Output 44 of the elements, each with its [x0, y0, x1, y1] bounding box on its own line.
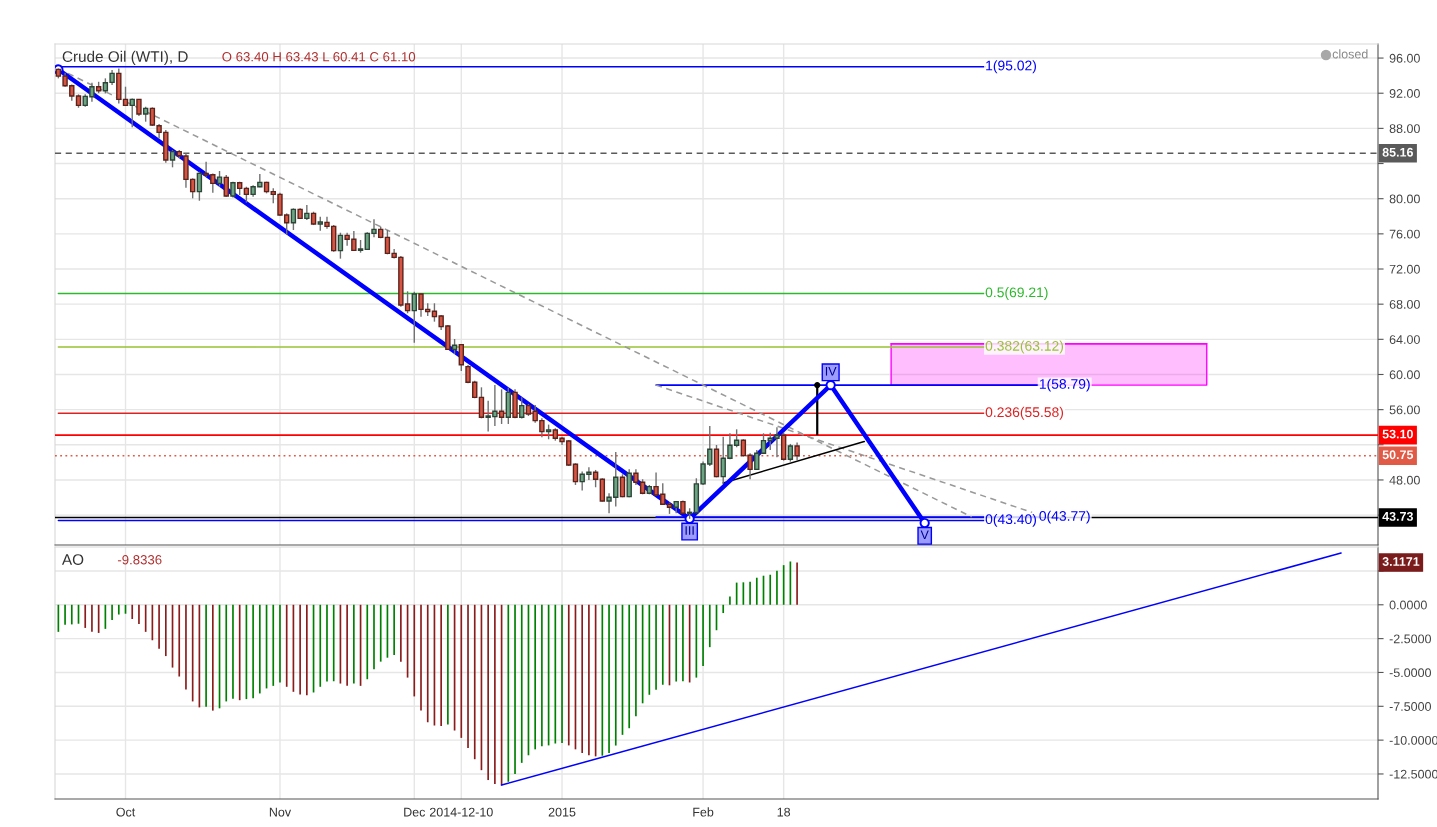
y-tick-label: 92.00 — [1389, 89, 1420, 98]
data-label: V — [920, 530, 929, 540]
series-label: 0(43.40) — [985, 513, 1036, 527]
series-label: 1(58.79) — [1039, 378, 1090, 392]
series-label: 0.5(69.21) — [985, 287, 1048, 300]
data-label: III — [685, 526, 694, 535]
y-tick-label: -5.0000 — [1389, 668, 1432, 678]
x-tick-label: Feb — [693, 807, 714, 817]
y-tick-label: -12.5000 — [1389, 769, 1437, 779]
y-tick-label: -7.5000 — [1389, 702, 1432, 711]
y-tick-label: 64.00 — [1389, 335, 1420, 344]
series-label: 0.236(55.58) — [985, 406, 1064, 420]
x-tick-label: Oct — [116, 807, 136, 817]
y-tick-label: 0.0000 — [1389, 600, 1427, 610]
ref-line-label: 50.75 — [1382, 450, 1414, 460]
data-label: IV — [825, 366, 837, 376]
y-tick-label: 76.00 — [1389, 229, 1420, 239]
y-tick-label: 48.00 — [1389, 475, 1420, 485]
ref-line-label: 53.10 — [1382, 429, 1413, 439]
annotation: 3.1171 — [1382, 557, 1420, 566]
y-tick-label: -2.5000 — [1389, 634, 1432, 644]
y-tick-label: 80.00 — [1389, 194, 1420, 204]
annotation: O 63.40 H 63.43 L 60.41 C 61.10 — [222, 52, 416, 62]
annotation: closed — [1332, 49, 1368, 59]
x-tick-label: Dec — [404, 807, 426, 817]
series-label: 1(95.02) — [986, 60, 1036, 74]
annotation: -9.8336 — [117, 555, 162, 565]
y-tick-label: -10.0000 — [1389, 735, 1437, 745]
chart-title: AO — [61, 554, 84, 565]
x-tick-label: 18 — [777, 807, 791, 817]
ref-line-label: 43.73 — [1382, 511, 1413, 521]
x-tick-label: Nov — [269, 807, 292, 817]
chart-title: Crude Oil (WTI), D — [62, 50, 188, 65]
y-tick-label: 60.00 — [1389, 370, 1420, 380]
y-tick-label: 72.00 — [1389, 264, 1420, 274]
series-label: 0(43.77) — [1039, 510, 1090, 524]
y-tick-label: 68.00 — [1389, 299, 1420, 309]
x-tick-label: 2014-12-10 — [429, 807, 493, 817]
y-tick-label: 88.00 — [1389, 124, 1420, 134]
series-label: 0.382(63.12) — [985, 340, 1064, 354]
x-tick-label: 2015 — [548, 807, 576, 817]
y-tick-label: 96.00 — [1389, 53, 1420, 63]
y-tick-label: 56.00 — [1389, 405, 1420, 415]
ref-line-label: 85.16 — [1382, 147, 1413, 157]
